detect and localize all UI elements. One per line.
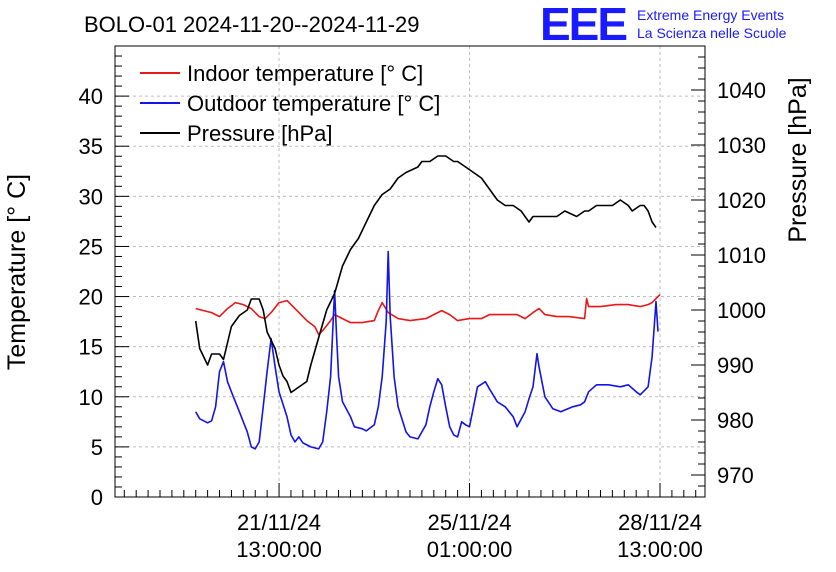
y2-tick-label: 1010	[717, 243, 766, 268]
y2-tick-label: 1030	[717, 133, 766, 158]
y-tick-label: 25	[79, 234, 103, 259]
y-tick-label: 30	[79, 184, 103, 209]
series-line-1	[195, 294, 661, 336]
y2-tick-label: 1040	[717, 78, 766, 103]
y-tick-label: 15	[79, 335, 103, 360]
eee-logo: EEE Extreme Energy Events La Scienza nel…	[540, 0, 787, 50]
y2-tick-label: 990	[717, 353, 754, 378]
y-tick-label: 40	[79, 84, 103, 109]
legend-label-3: Pressure [hPa]	[187, 121, 333, 146]
legend-label-2: Outdoor temperature [° C]	[187, 91, 440, 116]
y2-tick-label: 970	[717, 463, 754, 488]
legend-label-1: Indoor temperature [° C]	[187, 61, 423, 86]
y2-tick-label: 1000	[717, 298, 766, 323]
eee-logo-line2: La Scienza nelle Scuole	[637, 25, 787, 41]
series-lines	[194, 155, 661, 450]
x-tick-time: 01:00:00	[427, 537, 513, 562]
series-line-3	[194, 155, 657, 394]
plot-frame	[114, 45, 706, 498]
chart-title: BOLO-01 2024-11-20--2024-11-29	[84, 12, 420, 37]
series-line-2	[195, 250, 659, 450]
x-tick-date: 28/11/24	[618, 510, 702, 535]
y-tick-label: 20	[79, 285, 103, 310]
grid	[115, 46, 705, 497]
y2-tick-label: 980	[717, 408, 754, 433]
y2-tick-label: 1020	[717, 188, 766, 213]
x-tick-date: 21/11/24	[237, 510, 321, 535]
y-tick-label: 35	[79, 134, 103, 159]
y-tick-label: 10	[79, 385, 103, 410]
x-tick-date: 25/11/24	[428, 510, 512, 535]
y2-axis-title: Pressure [hPa]	[784, 77, 812, 242]
axes: 0 5 10 15 20 25 30 35 40 970 980 990 1000 1010 1020 103…	[79, 55, 766, 562]
legend: Indoor temperature [° C] Outdoor temperat…	[140, 61, 440, 146]
y-axis-title: Temperature [° C]	[3, 174, 31, 370]
x-tick-time: 13:00:00	[236, 537, 322, 562]
eee-logo-mark: EEE	[540, 0, 626, 50]
x-tick-time: 13:00:00	[617, 537, 703, 562]
y-tick-label: 5	[91, 435, 103, 460]
y-tick-label: 0	[91, 485, 103, 510]
eee-logo-line1: Extreme Energy Events	[637, 7, 784, 23]
